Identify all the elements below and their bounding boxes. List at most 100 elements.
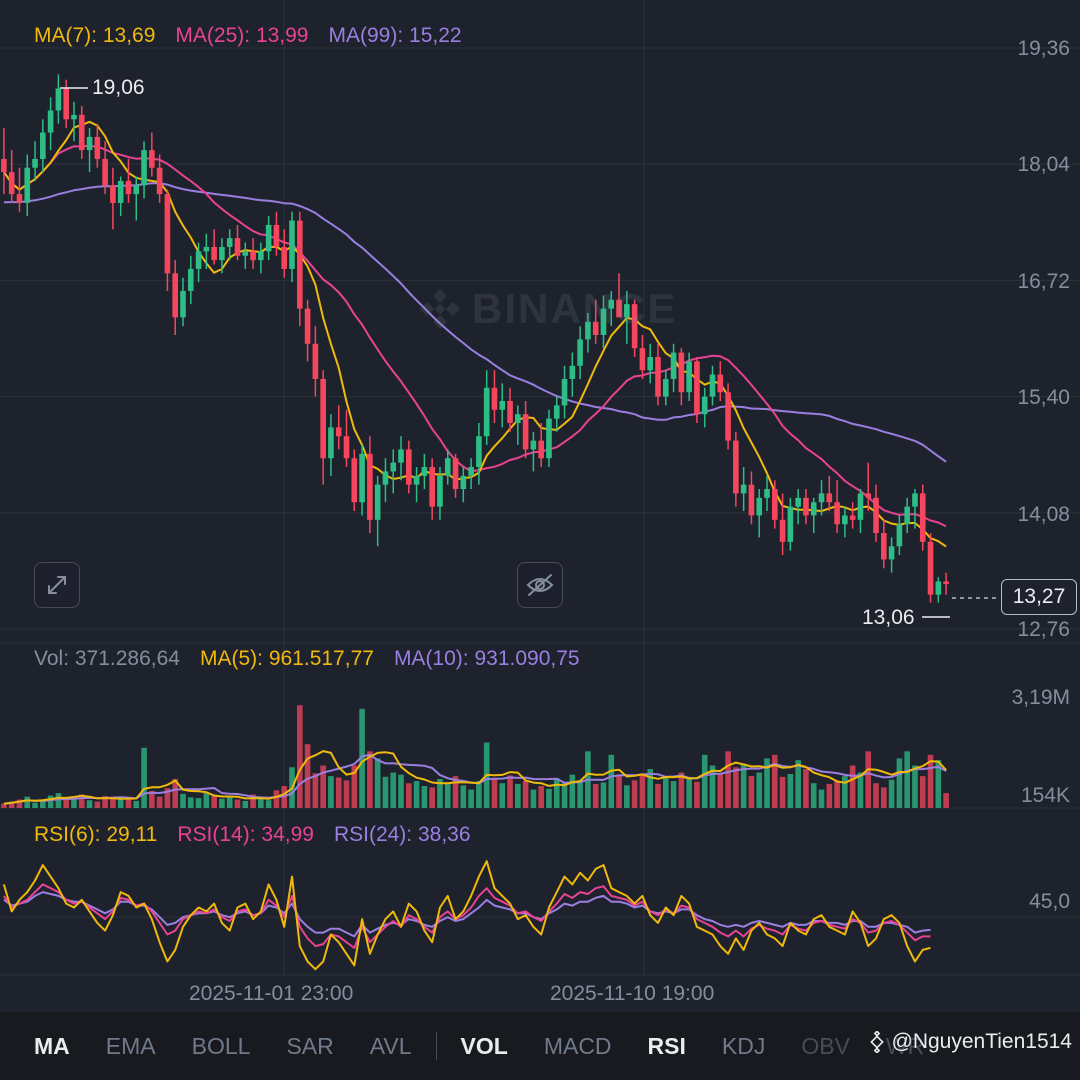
candle-body — [927, 541, 934, 595]
candle — [631, 299, 638, 357]
candle-body — [522, 414, 529, 450]
volume-bar — [733, 767, 739, 808]
candle-body — [40, 132, 46, 159]
time-axis-label: 2025-11-10 19:00 — [550, 982, 715, 1005]
volume-bar — [211, 795, 217, 808]
volume-bar — [78, 794, 85, 808]
expand-button[interactable] — [34, 562, 80, 608]
rsi24-legend: RSI(24): 38,36 — [333, 823, 471, 846]
binance-logo-icon — [419, 288, 461, 330]
ma7-line — [3, 120, 947, 548]
tab-boll[interactable]: BOLL — [191, 1032, 251, 1059]
candle-body — [24, 167, 31, 203]
candle-body — [296, 220, 303, 309]
volume-ma5-line — [3, 750, 947, 805]
candle — [367, 436, 373, 534]
candle-body — [857, 493, 864, 520]
volume-bar — [771, 754, 778, 808]
candle — [538, 423, 544, 468]
candle-body — [289, 220, 295, 269]
candle-body — [141, 150, 147, 186]
candle — [818, 480, 825, 516]
candle — [382, 458, 389, 503]
candle-body — [390, 462, 397, 472]
rsi-legend: RSI(6): 29,11 RSI(14): 34,99 RSI(24): 38… — [34, 823, 471, 847]
candle-body — [888, 546, 895, 560]
volume-bar — [694, 781, 700, 808]
volume-bar — [553, 778, 560, 808]
current-price-tag[interactable]: 13,27 — [1001, 579, 1077, 615]
candle — [842, 506, 848, 538]
volume-axis-label: 3,19M — [1011, 686, 1070, 709]
candle-body — [16, 194, 23, 203]
candle-body — [600, 308, 607, 335]
candle-body — [834, 502, 840, 525]
candle — [577, 326, 583, 379]
candle-body — [585, 321, 591, 340]
tab-avl[interactable]: AVL — [369, 1032, 412, 1059]
tab-wr[interactable]: WR — [885, 1032, 925, 1059]
chart-canvas[interactable] — [0, 0, 1080, 1012]
candle — [701, 387, 708, 428]
rsi-series — [2, 860, 931, 971]
candle-body — [94, 136, 101, 159]
candle-body — [631, 304, 638, 349]
tab-obv[interactable]: OBV — [801, 1032, 850, 1059]
candle-body — [553, 405, 560, 419]
candle-body — [740, 484, 747, 494]
volume-bar — [351, 765, 358, 808]
volume-bar — [655, 783, 661, 808]
tab-macd[interactable]: MACD — [543, 1032, 612, 1059]
candle — [927, 533, 934, 603]
candle-body — [328, 427, 334, 459]
tab-ema[interactable]: EMA — [105, 1032, 156, 1059]
candle — [335, 405, 342, 450]
candle-body — [561, 378, 568, 406]
tab-ma[interactable]: MA — [34, 1032, 70, 1059]
volume-bar — [187, 797, 194, 808]
volume-bar — [865, 751, 872, 808]
candle-body — [779, 519, 786, 542]
candle — [935, 577, 942, 603]
volume-bar — [226, 797, 233, 808]
candle — [203, 233, 210, 269]
volume-bar — [406, 783, 412, 808]
volume-bar — [600, 782, 607, 808]
tab-kdj[interactable]: KDJ — [721, 1032, 766, 1059]
candle — [662, 370, 669, 406]
candle-body — [701, 396, 708, 415]
candle — [343, 409, 350, 468]
candle-body — [592, 321, 599, 335]
high-price-label: 19,06 — [92, 76, 145, 99]
tab-rsi[interactable]: RSI — [647, 1032, 686, 1059]
volume-bar — [748, 776, 755, 808]
candle-body — [919, 493, 926, 542]
candle-body — [764, 489, 770, 498]
candle — [725, 383, 731, 450]
volume-bar — [265, 800, 272, 808]
ma99-legend: MA(99): 15,22 — [328, 24, 462, 47]
volume-bar — [413, 781, 420, 808]
volume-bar — [40, 800, 46, 808]
candle-body — [803, 497, 809, 516]
tab-sar[interactable]: SAR — [286, 1032, 334, 1059]
volume-bar — [507, 775, 513, 808]
tab-vol[interactable]: VOL — [460, 1032, 508, 1059]
candle — [694, 356, 700, 424]
volume-bar — [429, 787, 435, 808]
hide-indicators-button[interactable] — [517, 562, 563, 608]
candle — [117, 176, 124, 217]
volume-bar — [569, 774, 576, 808]
candle-body — [499, 401, 506, 410]
volume-bar — [546, 788, 552, 808]
candle — [78, 106, 85, 159]
volume-bar — [16, 799, 23, 808]
candle-body — [881, 533, 887, 560]
volume-bar — [86, 800, 93, 808]
candle-body — [219, 246, 225, 261]
candle-body — [258, 251, 264, 261]
candle — [919, 484, 926, 551]
candle — [296, 211, 303, 327]
candle-body — [639, 348, 646, 371]
price-ma-lines — [3, 120, 947, 548]
